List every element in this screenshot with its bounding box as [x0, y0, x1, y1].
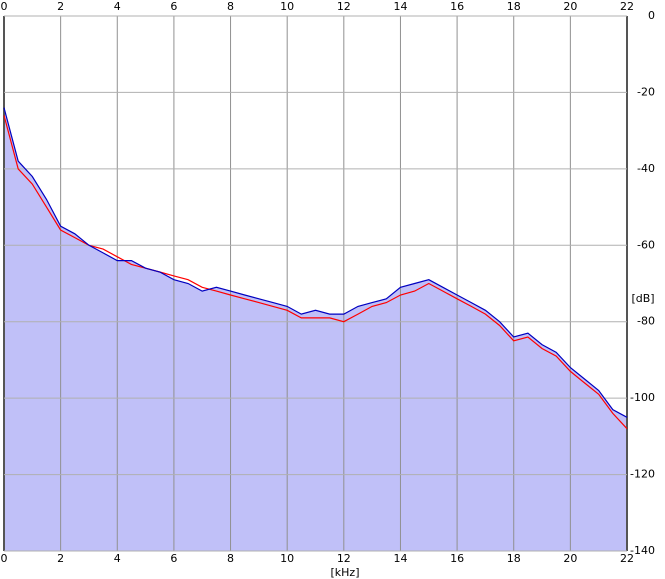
x-axis-label: [kHz]	[331, 566, 360, 579]
x-tick-label: 10	[280, 0, 294, 13]
y-tick-label: -60	[637, 238, 655, 251]
x-tick-label: 14	[393, 0, 407, 13]
x-tick-label: 10	[280, 552, 294, 565]
x-tick-label: 0	[1, 552, 8, 565]
x-tick-label: 22	[620, 0, 634, 13]
x-tick-label: 4	[114, 0, 121, 13]
y-tick-label: -40	[637, 162, 655, 175]
x-tick-label: 2	[57, 552, 64, 565]
series-line	[3, 107, 628, 418]
y-axis-label: [dB]	[631, 292, 654, 305]
x-tick-label: 22	[620, 552, 634, 565]
x-tick-label: 8	[227, 552, 234, 565]
x-tick-label: 12	[337, 0, 351, 13]
x-tick-label: 20	[563, 0, 577, 13]
x-tick-label: 16	[450, 552, 464, 565]
y-tick-label: 0	[648, 9, 655, 22]
y-tick-label: -140	[630, 544, 655, 557]
x-tick-label: 0	[1, 0, 8, 13]
x-tick-label: 16	[450, 0, 464, 13]
x-tick-label: 20	[563, 552, 577, 565]
area	[4, 107, 627, 551]
y-tick-label: -20	[637, 85, 655, 98]
x-tick-label: 8	[227, 0, 234, 13]
y-tick-label: -120	[630, 468, 655, 481]
y-tick-label: -100	[630, 391, 655, 404]
x-tick-label: 6	[170, 0, 177, 13]
x-tick-label: 12	[337, 552, 351, 565]
y-tick-label: -80	[637, 315, 655, 328]
x-tick-label: 18	[507, 552, 521, 565]
x-tick-label: 18	[507, 0, 521, 13]
x-tick-label: 14	[393, 552, 407, 565]
x-tick-label: 2	[57, 0, 64, 13]
x-tick-label: 6	[170, 552, 177, 565]
series-line	[3, 115, 628, 430]
x-tick-label: 4	[114, 552, 121, 565]
